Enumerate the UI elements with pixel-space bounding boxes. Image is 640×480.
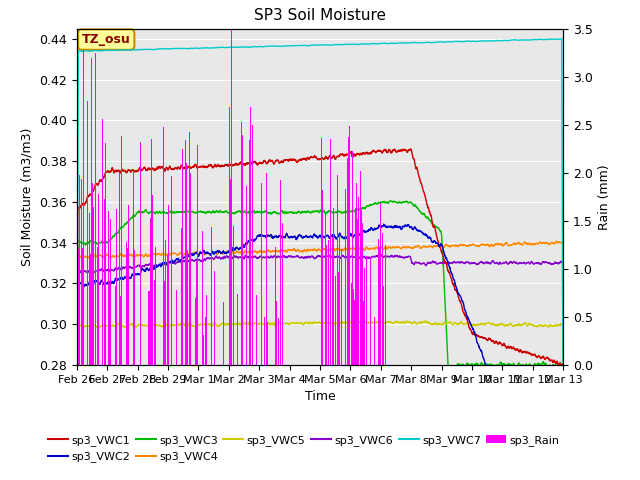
Y-axis label: Soil Moisture (m3/m3): Soil Moisture (m3/m3) bbox=[20, 128, 34, 266]
Legend: sp3_VWC1, sp3_VWC2, sp3_VWC3, sp3_VWC4, sp3_VWC5, sp3_VWC6, sp3_VWC7, sp3_Rain: sp3_VWC1, sp3_VWC2, sp3_VWC3, sp3_VWC4, … bbox=[44, 431, 564, 467]
X-axis label: Time: Time bbox=[305, 390, 335, 403]
Text: TZ_osu: TZ_osu bbox=[82, 33, 131, 46]
Title: SP3 Soil Moisture: SP3 Soil Moisture bbox=[254, 9, 386, 24]
Y-axis label: Rain (mm): Rain (mm) bbox=[598, 164, 611, 229]
